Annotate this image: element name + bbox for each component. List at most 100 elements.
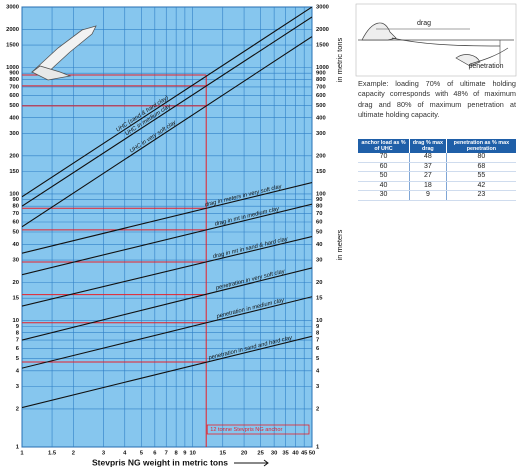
- y-tick-label: 10: [13, 318, 19, 324]
- y2-tick-label: 500: [316, 103, 326, 109]
- y-tick-label: 8: [16, 330, 20, 336]
- series-line: [22, 236, 312, 307]
- y-tick-label: 4: [16, 368, 20, 374]
- table-cell: 42: [446, 181, 516, 192]
- table-row: 50 27 55: [358, 171, 516, 182]
- x-tick-label: 6: [153, 451, 157, 457]
- table-header-cell: drag % max drag: [409, 139, 447, 153]
- y-tick-label: 5: [16, 356, 20, 362]
- y2-tick-label: 100: [316, 191, 326, 197]
- table-row: 30 9 23: [358, 190, 516, 201]
- y2-tick-label: 1000: [316, 65, 329, 71]
- y-tick-label: 40: [13, 242, 19, 248]
- y2-tick-label: 20: [316, 280, 322, 286]
- series-line: [22, 182, 312, 254]
- y2-tick-label: 9: [316, 324, 320, 330]
- y-tick-label: 3000: [6, 5, 19, 11]
- y2-tick-label: 60: [316, 220, 322, 226]
- y2-tick-label: 200: [316, 153, 326, 159]
- y2-tick-label: 900: [316, 71, 326, 77]
- penetration-label: penetration: [468, 63, 503, 70]
- y-tick-label: 700: [9, 85, 19, 91]
- y-tick-label: 80: [13, 204, 19, 210]
- x-tick-label: 30: [271, 451, 277, 457]
- anchor-illustration: [31, 25, 97, 81]
- table-row: 60 37 68: [358, 162, 516, 173]
- y-tick-label: 70: [13, 211, 19, 217]
- series-line: [22, 335, 312, 409]
- table-cell: 9: [409, 190, 447, 201]
- table-header-cell: penetration as % max penetration: [446, 139, 516, 153]
- y2-tick-label: 4: [316, 368, 320, 374]
- y-tick-label: 600: [9, 93, 19, 99]
- y2-tick-label: 800: [316, 77, 326, 83]
- y2-tick-label: 3000: [316, 5, 329, 11]
- x-tick-label: 9: [183, 451, 187, 457]
- y2-label-bottom: in meters: [335, 229, 344, 260]
- y-tick-label: 9: [16, 324, 20, 330]
- series-line: [22, 16, 312, 207]
- table: anchor load as % of UHC drag % max drag pe…: [358, 139, 516, 201]
- y2-label-top: in metric tons: [335, 37, 344, 82]
- y-tick-label: 20: [13, 280, 19, 286]
- x-tick-label: 4: [123, 451, 127, 457]
- y2-tick-label: 1: [316, 445, 320, 451]
- y2-tick-label: 150: [316, 169, 326, 175]
- y2-tick-label: 2000: [316, 27, 329, 33]
- y-tick-label: 6: [16, 346, 20, 352]
- y2-tick-label: 7: [316, 338, 319, 344]
- x-axis-arrow: [234, 459, 269, 467]
- series-line: [22, 267, 312, 341]
- x-tick-label: 35: [282, 451, 289, 457]
- y-tick-label: 50: [13, 230, 19, 236]
- table-cell: 40: [358, 181, 411, 192]
- x-tick-label: 1.5: [48, 451, 57, 457]
- y2-tick-label: 600: [316, 93, 326, 99]
- y-tick-label: 500: [9, 103, 19, 109]
- table-cell: 18: [409, 181, 447, 192]
- x-tick-label: 3: [102, 451, 106, 457]
- series-line: [22, 203, 312, 276]
- y2-tick-label: 2: [316, 406, 319, 412]
- y-tick-label: 300: [9, 131, 19, 137]
- x-tick-label: 2: [72, 451, 75, 457]
- x-tick-label: 50: [309, 451, 315, 457]
- y2-tick-label: 3: [316, 384, 320, 390]
- x-tick-label: 15: [220, 451, 227, 457]
- y-tick-label: 100: [9, 191, 19, 197]
- y2-tick-label: 10: [316, 318, 322, 324]
- series-line: [22, 7, 312, 198]
- x-tick-label: 1: [20, 451, 24, 457]
- y-tick-label: 60: [13, 220, 19, 226]
- x-tick-label: 20: [241, 451, 247, 457]
- y2-tick-label: 30: [316, 258, 322, 264]
- x-tick-label: 25: [257, 451, 264, 457]
- y2-tick-label: 40: [316, 242, 322, 248]
- x-axis-label: Stevpris NG weight in metric tons: [92, 457, 228, 467]
- series-line: [22, 36, 312, 228]
- y2-tick-label: 90: [316, 197, 322, 203]
- y2-tick-label: 80: [316, 204, 322, 210]
- table-cell: 23: [446, 190, 516, 201]
- table-cell: 30: [358, 190, 411, 201]
- table-cell: 50: [358, 171, 411, 182]
- y-tick-label: 800: [9, 77, 19, 83]
- y-tick-label: 3: [16, 384, 20, 390]
- y-tick-label: 2000: [6, 27, 19, 33]
- table-cell: 37: [409, 162, 447, 173]
- reference-label: 12 tonne Stevpris NG anchor: [210, 427, 282, 433]
- table-row: 40 18 42: [358, 181, 516, 192]
- y-tick-label: 900: [9, 71, 19, 77]
- y-tick-label: 200: [9, 153, 19, 159]
- table-cell: 48: [409, 153, 447, 163]
- table-cell: 60: [358, 162, 411, 173]
- reference-label-box: [206, 424, 310, 435]
- table-header-cell: anchor load as % of UHC: [358, 139, 411, 153]
- series-line: [22, 296, 312, 369]
- y2-tick-label: 8: [316, 330, 320, 336]
- table-cell: 55: [446, 171, 516, 182]
- y2-tick-label: 300: [316, 131, 326, 137]
- x-tick-label: 7: [165, 451, 168, 457]
